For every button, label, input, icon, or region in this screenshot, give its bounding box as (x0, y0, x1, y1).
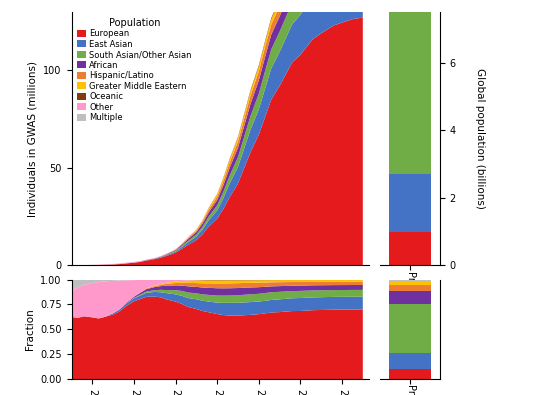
Y-axis label: Global population (billions): Global population (billions) (475, 68, 486, 209)
Bar (389, 8, 431, 174)
Bar (389, 231, 431, 265)
Y-axis label: Fraction: Fraction (25, 308, 35, 350)
Bar (389, 0, 431, 8)
Bar (389, 369, 431, 379)
Bar (389, 280, 431, 281)
Y-axis label: Individuals in GWAS (millions): Individuals in GWAS (millions) (28, 61, 38, 216)
Bar (389, 174, 431, 231)
Bar (389, 304, 431, 353)
Bar (389, 286, 431, 292)
Bar (389, 353, 431, 369)
Legend: European, East Asian, South Asian/Other Asian, African, Hispanic/Latino, Greater: European, East Asian, South Asian/Other … (76, 16, 193, 124)
Bar (389, 282, 431, 286)
Bar (389, 292, 431, 304)
